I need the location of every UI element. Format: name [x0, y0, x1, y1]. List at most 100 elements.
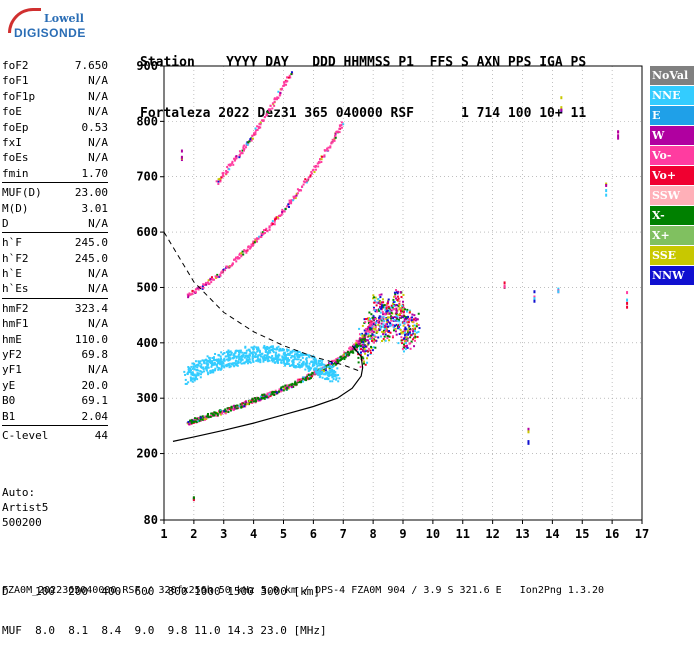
trace-point	[396, 295, 399, 298]
trace-point	[192, 421, 195, 424]
trace-point	[215, 180, 218, 183]
trace-point	[385, 312, 388, 315]
trace-point	[296, 192, 299, 195]
trace-point	[260, 232, 263, 235]
trace-point	[199, 365, 202, 368]
trace-point	[248, 357, 251, 360]
trace-point	[221, 410, 224, 413]
trace-point	[305, 359, 308, 362]
param-row: h`E N/A	[2, 266, 108, 281]
trace-point	[365, 332, 368, 335]
trace-point	[305, 361, 308, 364]
trace-point	[214, 275, 217, 278]
trace-point	[259, 123, 262, 126]
trace-point	[241, 358, 244, 361]
trace-point	[401, 310, 404, 313]
trace-point	[363, 318, 366, 321]
trace-point	[343, 353, 346, 356]
trace-point	[276, 358, 279, 361]
trace-point	[362, 362, 365, 365]
trace-point	[367, 330, 370, 333]
trace-point	[310, 171, 313, 174]
trace-point	[259, 121, 262, 124]
trace-point	[216, 366, 219, 369]
trace-point	[378, 315, 381, 318]
chart-axes: 1 2 3 4 5 6 7 8 9 10 11 12 13 14 15 16 17802003004005006…	[136, 59, 649, 541]
trace-point	[210, 276, 213, 279]
trace-point	[341, 357, 344, 360]
trace-point	[268, 393, 271, 396]
x-tick-label: 6	[310, 527, 317, 541]
x-tick-label: 12	[485, 527, 499, 541]
trace-point	[262, 229, 265, 232]
param-value: 44	[94, 428, 108, 442]
trace-point	[366, 350, 369, 353]
trace-point	[280, 359, 283, 362]
legend-entry: SSE	[650, 246, 694, 265]
ionogram-chart: 1 2 3 4 5 6 7 8 9 10 11 12 13 14 15 16 17802003004005006…	[136, 59, 649, 541]
trace-point	[268, 347, 271, 350]
ionospheric-parameters: foF2 7.650 foF1 N/A foF1p N/A foE N/A foEp 0.53 fx…	[2, 58, 108, 443]
scatter-point	[527, 427, 530, 431]
trace-point	[372, 306, 375, 309]
trace-point	[299, 365, 302, 368]
trace-point	[327, 377, 330, 380]
trace-point	[206, 364, 209, 367]
trace-point	[292, 195, 295, 198]
lowell-digisonde-logo: Lowell DIGISONDE	[4, 6, 100, 44]
trace-point	[247, 354, 250, 357]
trace-point	[199, 418, 202, 421]
trace-point	[191, 292, 194, 295]
param-value: 3.01	[81, 201, 109, 215]
trace-point	[257, 354, 260, 357]
trace-point	[220, 365, 223, 368]
param-row: foF2 7.650	[2, 58, 108, 73]
trace-point	[222, 362, 225, 365]
trace-point	[380, 301, 383, 304]
trace-point	[244, 355, 247, 358]
trace-point	[406, 310, 409, 313]
trace-point	[290, 71, 293, 74]
trace-point	[363, 338, 366, 341]
trace-point	[408, 342, 411, 345]
trace-point	[277, 345, 280, 348]
trace-point	[313, 357, 316, 360]
trace-point	[201, 371, 204, 374]
trace-point	[372, 315, 375, 318]
trace-point	[237, 355, 240, 358]
trace-point	[414, 339, 417, 342]
trace-point	[232, 354, 235, 357]
trace-point	[382, 304, 385, 307]
scatter-point	[605, 183, 608, 187]
trace-point	[371, 321, 374, 324]
trace-point	[344, 352, 347, 355]
trace-point	[308, 354, 311, 357]
trace-point	[379, 318, 382, 321]
trace-point	[305, 363, 308, 366]
trace-point	[399, 332, 402, 335]
x-tick-label: 9	[399, 527, 406, 541]
trace-point	[310, 172, 313, 175]
trace-point	[386, 317, 389, 320]
scatter-point	[503, 281, 506, 285]
trace-point	[326, 147, 329, 150]
trace-point	[358, 327, 361, 330]
trace-point	[411, 338, 414, 341]
trace-point	[238, 351, 241, 354]
trace-point	[396, 292, 399, 295]
trace-point	[284, 384, 287, 387]
trace-point	[313, 372, 316, 375]
trace-point	[397, 342, 400, 345]
trace-point	[247, 141, 250, 144]
trace-point	[414, 336, 417, 339]
trace-point	[272, 358, 275, 361]
trace-point	[246, 362, 249, 365]
trace-point	[397, 318, 400, 321]
trace-point	[237, 360, 240, 363]
trace-point	[263, 354, 266, 357]
trace-point	[238, 405, 241, 408]
scatter-point	[617, 136, 620, 140]
trace-point	[197, 419, 200, 422]
trace-point	[413, 336, 416, 339]
trace-point	[368, 322, 371, 325]
